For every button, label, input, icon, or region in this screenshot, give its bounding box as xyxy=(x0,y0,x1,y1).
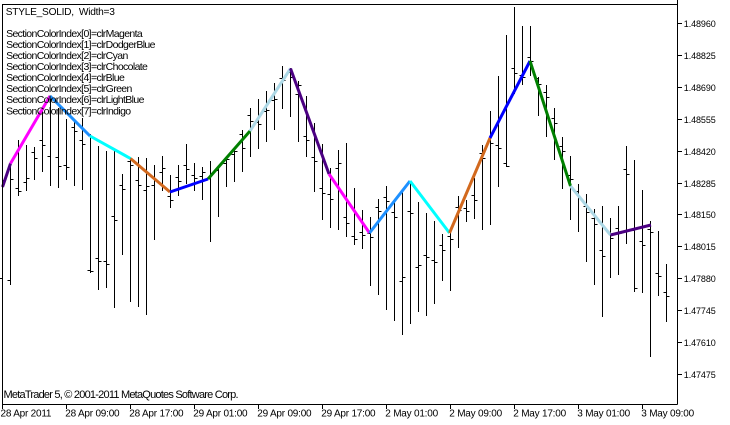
svg-text:2 May 01:00: 2 May 01:00 xyxy=(385,408,438,419)
svg-text:1.48015: 1.48015 xyxy=(684,242,716,252)
svg-text:STYLE_SOLID, Width=3: STYLE_SOLID, Width=3 xyxy=(6,7,115,18)
svg-text:MetaTrader 5, © 2001-2011 Meta: MetaTrader 5, © 2001-2011 MetaQuotes Sof… xyxy=(4,389,239,401)
svg-text:SectionColorIndex[2]=clrCyan: SectionColorIndex[2]=clrCyan xyxy=(6,50,128,62)
svg-text:1.48960: 1.48960 xyxy=(684,19,716,29)
svg-text:1.47610: 1.47610 xyxy=(684,338,716,348)
svg-text:1.48420: 1.48420 xyxy=(684,147,716,157)
svg-text:1.48285: 1.48285 xyxy=(684,179,716,189)
svg-text:SectionColorIndex[3]=clrChocol: SectionColorIndex[3]=clrChocolate xyxy=(6,61,148,73)
svg-text:3 May 01:00: 3 May 01:00 xyxy=(577,408,630,419)
svg-text:SectionColorIndex[6]=clrLightB: SectionColorIndex[6]=clrLightBlue xyxy=(6,94,144,106)
svg-text:28 Apr 09:00: 28 Apr 09:00 xyxy=(65,408,120,419)
svg-text:1.47880: 1.47880 xyxy=(684,274,716,284)
svg-text:SectionColorIndex[7]=clrIndigo: SectionColorIndex[7]=clrIndigo xyxy=(6,105,131,117)
svg-text:SectionColorIndex[0]=clrMagent: SectionColorIndex[0]=clrMagenta xyxy=(6,28,143,40)
svg-text:29 Apr 17:00: 29 Apr 17:00 xyxy=(321,408,376,419)
svg-text:28 Apr 2011: 28 Apr 2011 xyxy=(1,408,52,419)
svg-text:1.48825: 1.48825 xyxy=(684,51,716,61)
svg-text:29 Apr 01:00: 29 Apr 01:00 xyxy=(193,408,248,419)
svg-text:1.48555: 1.48555 xyxy=(684,115,716,125)
svg-text:28 Apr 17:00: 28 Apr 17:00 xyxy=(129,408,184,419)
svg-text:2 May 17:00: 2 May 17:00 xyxy=(513,408,566,419)
svg-text:SectionColorIndex[1]=clrDodger: SectionColorIndex[1]=clrDodgerBlue xyxy=(6,39,156,51)
svg-text:1.47745: 1.47745 xyxy=(684,306,716,316)
svg-text:1.48150: 1.48150 xyxy=(684,210,716,220)
svg-text:1.48690: 1.48690 xyxy=(684,83,716,93)
svg-text:2 May 09:00: 2 May 09:00 xyxy=(449,408,502,419)
svg-text:SectionColorIndex[5]=clrGreen: SectionColorIndex[5]=clrGreen xyxy=(6,83,132,95)
svg-text:3 May 09:00: 3 May 09:00 xyxy=(641,408,694,419)
svg-text:1.47475: 1.47475 xyxy=(684,370,716,380)
svg-text:29 Apr 09:00: 29 Apr 09:00 xyxy=(257,408,312,419)
svg-text:SectionColorIndex[4]=clrBlue: SectionColorIndex[4]=clrBlue xyxy=(6,72,125,84)
